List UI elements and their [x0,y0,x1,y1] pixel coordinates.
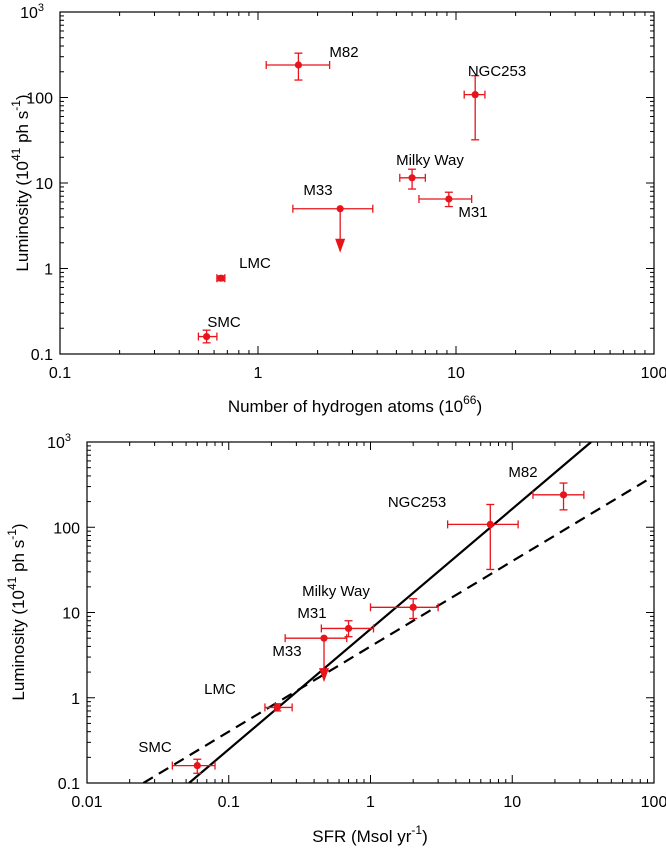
chart1-plot-frame [60,12,654,354]
chart2-y-tick-label: 1 [71,691,80,708]
chart2-x-axis-label: SFR (Msol yr-1) [312,823,428,846]
chart1-y-tick-label: 10 [35,176,53,193]
chart2-point-m33-marker [320,635,327,642]
chart2-point-m82-label: M82 [508,464,537,481]
chart2-y-tick-label: 100 [53,520,80,537]
chart1-point-ngc253-marker [472,91,479,98]
chart1-point-milky-way-label: Milky Way [396,152,464,169]
chart2-x-tick-label: 10 [503,794,521,811]
chart1-y-tick-label: 103 [20,2,44,22]
chart1-point-lmc-label: LMC [239,255,271,272]
chart2-point-lmc-marker [274,704,281,711]
chart2-point-m31-label: M31 [297,605,326,622]
chart1-x-tick-label: 1 [254,365,263,382]
chart2-point-m31-marker [345,625,352,632]
chart1-point-m33-label: M33 [303,182,332,199]
chart2-x-tick-label: 0.1 [218,794,240,811]
chart2-y-tick-label: 10 [62,606,80,623]
chart1-y-tick-label: 1 [44,262,53,279]
chart2-point-m82 [533,483,584,510]
chart1-point-smc-label: SMC [207,314,241,331]
chart2-point-m33-label: M33 [272,643,301,660]
chart2-plot-frame [87,442,654,783]
chart2-point-lmc-label: LMC [204,681,236,698]
chart2-point-ngc253-label: NGC253 [388,494,446,511]
chart1-point-m82 [266,53,329,80]
chart2-x-tick-label: 100 [641,794,666,811]
chart2-y-tick-label: 103 [47,432,71,452]
chart2-point-milky-way-label: Milky Way [302,583,370,600]
chart1-point-m82-label: M82 [329,44,358,61]
chart1-x-tick-label: 100 [641,365,666,382]
chart1-point-m31-marker [445,195,452,202]
chart1-point-smc-marker [203,333,210,340]
chart1-point-m33-upper-limit-arrow [335,239,345,253]
chart2-point-lmc [265,703,292,711]
chart1-point-m31-label: M31 [458,204,487,221]
chart1-point-lmc [217,274,225,282]
chart1-y-tick-label: 0.1 [31,347,53,364]
chart2-y-axis-label: Luminosity (1041 ph s-1) [5,523,28,700]
chart1-point-milky-way-marker [408,174,415,181]
chart2-fit-line-dashed [143,476,654,783]
chart2-x-tick-label: 0.01 [71,794,102,811]
chart2-point-ngc253-marker [487,521,494,528]
chart1-point-ngc253-label: NGC253 [468,63,526,80]
chart1-point-m82-marker [295,61,302,68]
chart2-point-milky-way-marker [410,604,417,611]
chart2-point-smc-marker [194,762,201,769]
chart1-point-smc [198,330,216,343]
chart2-y-tick-label: 0.1 [58,776,80,793]
chart2-point-m82-marker [560,491,567,498]
chart1-x-tick-label: 10 [447,365,465,382]
chart1-point-m33-marker [337,205,344,212]
chart1-point-ngc253 [464,76,485,140]
chart1-point-lmc-marker [217,275,224,282]
chart2-point-smc-label: SMC [138,739,172,756]
chart2-x-tick-label: 1 [366,794,375,811]
chart1-x-tick-label: 0.1 [49,365,71,382]
chart2-point-m33-upper-limit-arrow [319,668,329,682]
chart1-point-milky-way [400,169,426,189]
chart1-x-axis-label: Number of hydrogen atoms (1066) [228,393,482,416]
chart1-y-axis-label: Luminosity (1041 ph s-1) [9,94,32,271]
chart1-point-m33 [293,205,373,253]
